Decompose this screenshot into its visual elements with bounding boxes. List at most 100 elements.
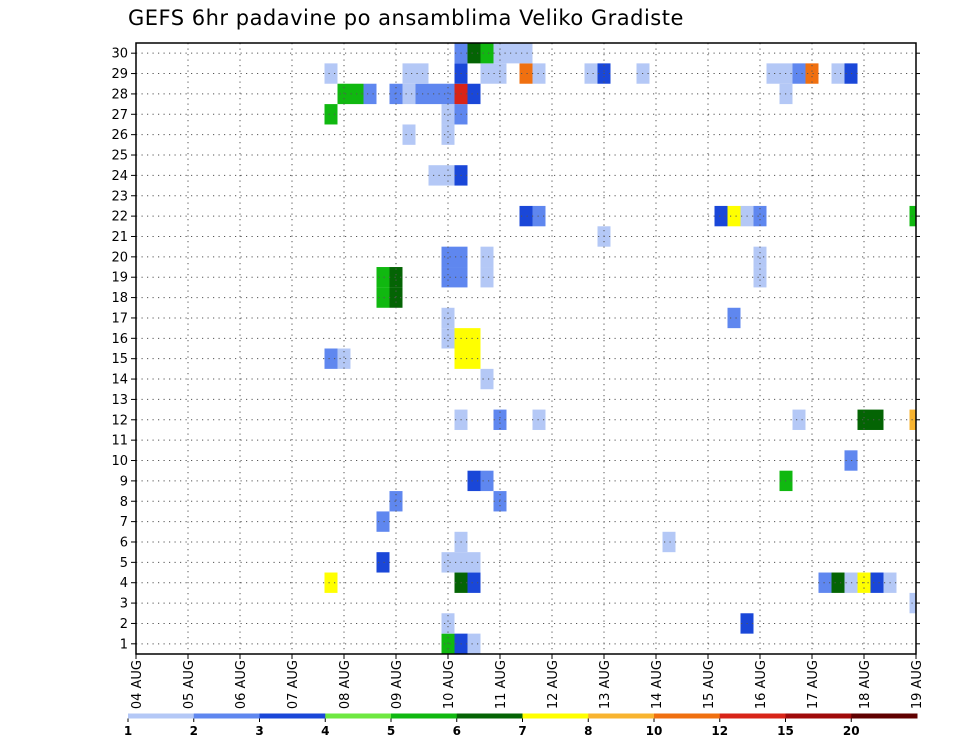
y-tick-label: 24 (111, 169, 128, 184)
heatmap-cell (792, 409, 806, 430)
legend-label: 4 (321, 724, 329, 738)
x-tick-label: 13 AUG (598, 660, 613, 709)
legend-swatch (325, 713, 392, 719)
y-tick-label: 27 (111, 108, 128, 123)
legend-swatch (391, 713, 458, 719)
heatmap-cell (480, 470, 494, 492)
y-tick-label: 19 (111, 271, 128, 286)
legend-label: 8 (584, 724, 592, 738)
heatmap-cell (337, 83, 351, 105)
x-tick-label: 06 AUG (234, 660, 249, 709)
heatmap-cell (480, 43, 494, 64)
y-tick-label: 14 (111, 373, 128, 388)
heatmap-cell (467, 43, 481, 64)
heatmap-cell (753, 246, 767, 268)
heatmap-cell (441, 552, 455, 573)
y-tick-label: 4 (120, 576, 128, 591)
heatmap-cell (844, 450, 858, 471)
y-tick-label: 22 (111, 210, 128, 225)
legend-label: 10 (646, 724, 663, 738)
legend-swatch (128, 713, 195, 719)
heatmap-cell (441, 267, 455, 288)
y-tick-label: 18 (111, 291, 128, 306)
heatmap-cell (428, 83, 442, 105)
heatmap-cell (389, 267, 403, 288)
heatmap-cell (467, 633, 481, 654)
y-tick-label: 29 (111, 67, 128, 82)
heatmap-cell (831, 63, 845, 84)
heatmap-cell (402, 63, 416, 84)
x-tick-label: 19 AUG (910, 660, 925, 709)
y-tick-label: 6 (120, 535, 128, 550)
x-tick-label: 11 AUG (494, 660, 509, 709)
y-tick-label: 28 (111, 87, 128, 102)
heatmap-cell (480, 368, 494, 390)
legend-swatch (654, 713, 721, 719)
heatmap-cell (467, 328, 481, 349)
axes: 1234567891011121314151617181920212223242… (111, 42, 925, 709)
chart-title: GEFS 6hr padavine po ansamblima Veliko G… (128, 6, 684, 30)
heatmap-cell (467, 552, 481, 573)
heatmap-cell (519, 63, 533, 84)
heatmap-cell (324, 348, 338, 369)
heatmap-cell (402, 124, 416, 145)
heatmap-cell (441, 613, 455, 634)
heatmap-cell (714, 205, 728, 227)
legend-swatch (193, 713, 260, 719)
heatmap-cell (844, 63, 858, 84)
heatmap-cell (441, 633, 455, 654)
y-tick-label: 12 (111, 413, 128, 428)
x-tick-label: 15 AUG (702, 660, 717, 709)
x-tick-label: 04 AUG (130, 660, 145, 709)
heatmap-cell (519, 205, 533, 227)
heatmap-cell (389, 287, 403, 308)
x-tick-label: 10 AUG (442, 660, 457, 709)
heatmap-cell (467, 572, 481, 593)
legend-label: 3 (255, 724, 263, 738)
heatmap-cell (480, 267, 494, 288)
heatmap-cell (441, 307, 455, 329)
x-tick-label: 07 AUG (286, 660, 301, 709)
heatmap-cell (909, 592, 916, 614)
grid-lines (136, 43, 916, 654)
x-tick-label: 14 AUG (650, 660, 665, 709)
heatmap-cell (753, 267, 767, 288)
y-tick-label: 30 (111, 47, 128, 62)
heatmap-cell (363, 83, 377, 105)
heatmap-cell (818, 572, 832, 593)
heatmap-cell (532, 63, 546, 84)
heatmap-cell (584, 63, 598, 84)
legend-label: 7 (518, 724, 526, 738)
heatmap-cell (337, 348, 351, 369)
heatmap-cell (324, 104, 338, 125)
y-tick-label: 16 (111, 332, 128, 347)
y-tick-label: 7 (120, 515, 128, 530)
heatmap-cell (831, 572, 845, 593)
y-tick-label: 20 (111, 250, 128, 265)
plot-frame (135, 42, 917, 655)
heatmap-cell (389, 83, 403, 105)
heatmap-cell (766, 63, 780, 84)
legend-label: 12 (711, 724, 728, 738)
y-tick-label: 5 (120, 556, 128, 571)
legend-label: 2 (190, 724, 198, 738)
heatmap-cell (480, 246, 494, 268)
heatmap-cell (727, 307, 741, 329)
legend-label: 1 (124, 724, 132, 738)
legend-label: 5 (387, 724, 395, 738)
heatmap-cell (389, 491, 403, 512)
heatmap-cell (792, 63, 806, 84)
color-legend: 1 2 3 4 5 6 7 8 10 12 15 20 (124, 713, 918, 738)
y-tick-label: 9 (120, 474, 128, 489)
heatmap-cell (441, 124, 455, 145)
legend-swatch (456, 713, 523, 719)
heatmap-cell (805, 63, 819, 84)
y-tick-label: 11 (111, 434, 128, 449)
legend-swatch (259, 713, 326, 719)
y-tick-label: 10 (111, 454, 128, 469)
x-tick-label: 16 AUG (754, 660, 769, 709)
heatmap-cell (532, 205, 546, 227)
heatmap-cell (519, 43, 533, 64)
legend-swatch (522, 713, 589, 719)
